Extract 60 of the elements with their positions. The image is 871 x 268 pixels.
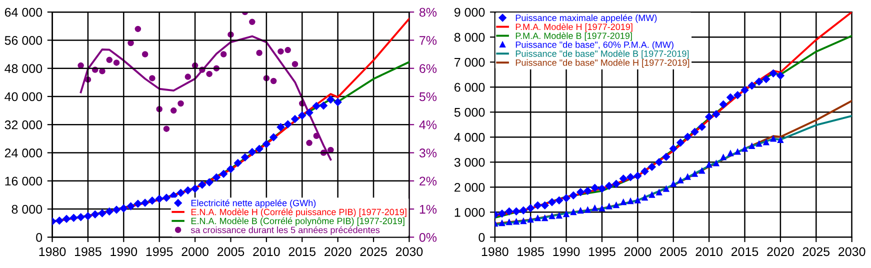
y-tick-label: 8 000 [12,204,42,214]
x-tick-label: 2030 [396,247,423,256]
y-tick-label: 24 000 [4,148,42,158]
y-tick-label: 48 000 [4,64,42,73]
y2-tick-label: 2% [420,176,437,186]
x-tick-label: 2000 [624,247,652,256]
y-tick-label: 1 000 [454,208,485,217]
legend-label: Puissance "de base" Modèle B [1977-2019] [516,50,689,59]
x-tick-label: 2015 [288,247,316,256]
y-tick-label: 8 000 [454,32,485,42]
y-tick-label: 64 000 [4,8,42,17]
y2-tick-label: 8% [419,8,437,17]
legend-label: sa croissance durant les 5 années précédentes [190,226,380,235]
x-tick-label: 1990 [110,247,138,256]
x-tick-label: 1985 [75,247,102,256]
y-tick-label: 0 [478,232,485,242]
y-tick-label: 0 [36,232,42,242]
y-tick-label: 7 000 [454,58,485,67]
x-tick-label: 1985 [518,247,544,256]
y-tick-label: 56 000 [4,36,42,45]
legend-label: E.N.A. Modèle H (Corrélé puissance PIB) [1977-2019] [191,208,406,217]
x-tick-label: 2005 [660,247,687,256]
legend-label: Puissance "de base" Modèle H [1977-2019] [516,59,690,68]
legend-label: P.M.A. Modèle B [1977-2019] [516,32,632,41]
x-tick-label: 2010 [696,247,722,256]
x-tick-label: 2025 [360,247,387,256]
y2-tick-label: 3% [419,148,437,158]
y2-tick-label: 0% [419,232,437,242]
x-tick-label: 2025 [802,247,830,256]
x-tick-label: 2000 [182,247,208,256]
legend-label: E.N.A. Modèle B (Corrélé polynôme PIB) [1977-2019] [191,217,404,226]
y-tick-label: 4 000 [454,132,485,142]
x-tick-label: 1980 [482,247,508,256]
x-tick-label: 1995 [589,247,616,256]
legend-label: Puissance "de base", 60% P.M.A. (MW) [516,41,674,50]
x-tick-label: 1990 [553,247,580,256]
y-tick-label: 6 000 [454,82,485,92]
legend-label: Electricité nette appelée (GWh) [191,199,316,208]
y-tick-label: 32 000 [4,120,42,130]
y-tick-label: 2 000 [454,182,485,192]
x-tick-label: 2015 [731,247,758,256]
x-tick-label: 2030 [838,247,866,256]
y-tick-label: 40 000 [4,92,42,102]
legend-label: Puissance maximale appelée (MW) [516,14,657,23]
y-tick-label: 16 000 [5,176,42,186]
x-tick-label: 1980 [39,247,66,256]
x-tick-label: 2020 [324,247,352,256]
x-tick-label: 1995 [146,247,173,256]
y2-tick-label: 5% [419,92,437,102]
y-tick-label: 9 000 [454,8,485,17]
y2-tick-label: 7% [420,36,437,45]
x-tick-label: 2020 [767,247,794,256]
x-tick-label: 2010 [253,247,280,256]
y2-tick-label: 1% [420,204,437,214]
y2-tick-label: 6% [420,64,437,73]
x-tick-label: 2005 [217,247,244,256]
y-tick-label: 5 000 [454,108,485,117]
y2-tick-label: 4% [419,120,437,130]
legend-label: P.M.A. Modèle H [1977-2019] [516,23,632,32]
y-tick-label: 3 000 [454,158,485,167]
